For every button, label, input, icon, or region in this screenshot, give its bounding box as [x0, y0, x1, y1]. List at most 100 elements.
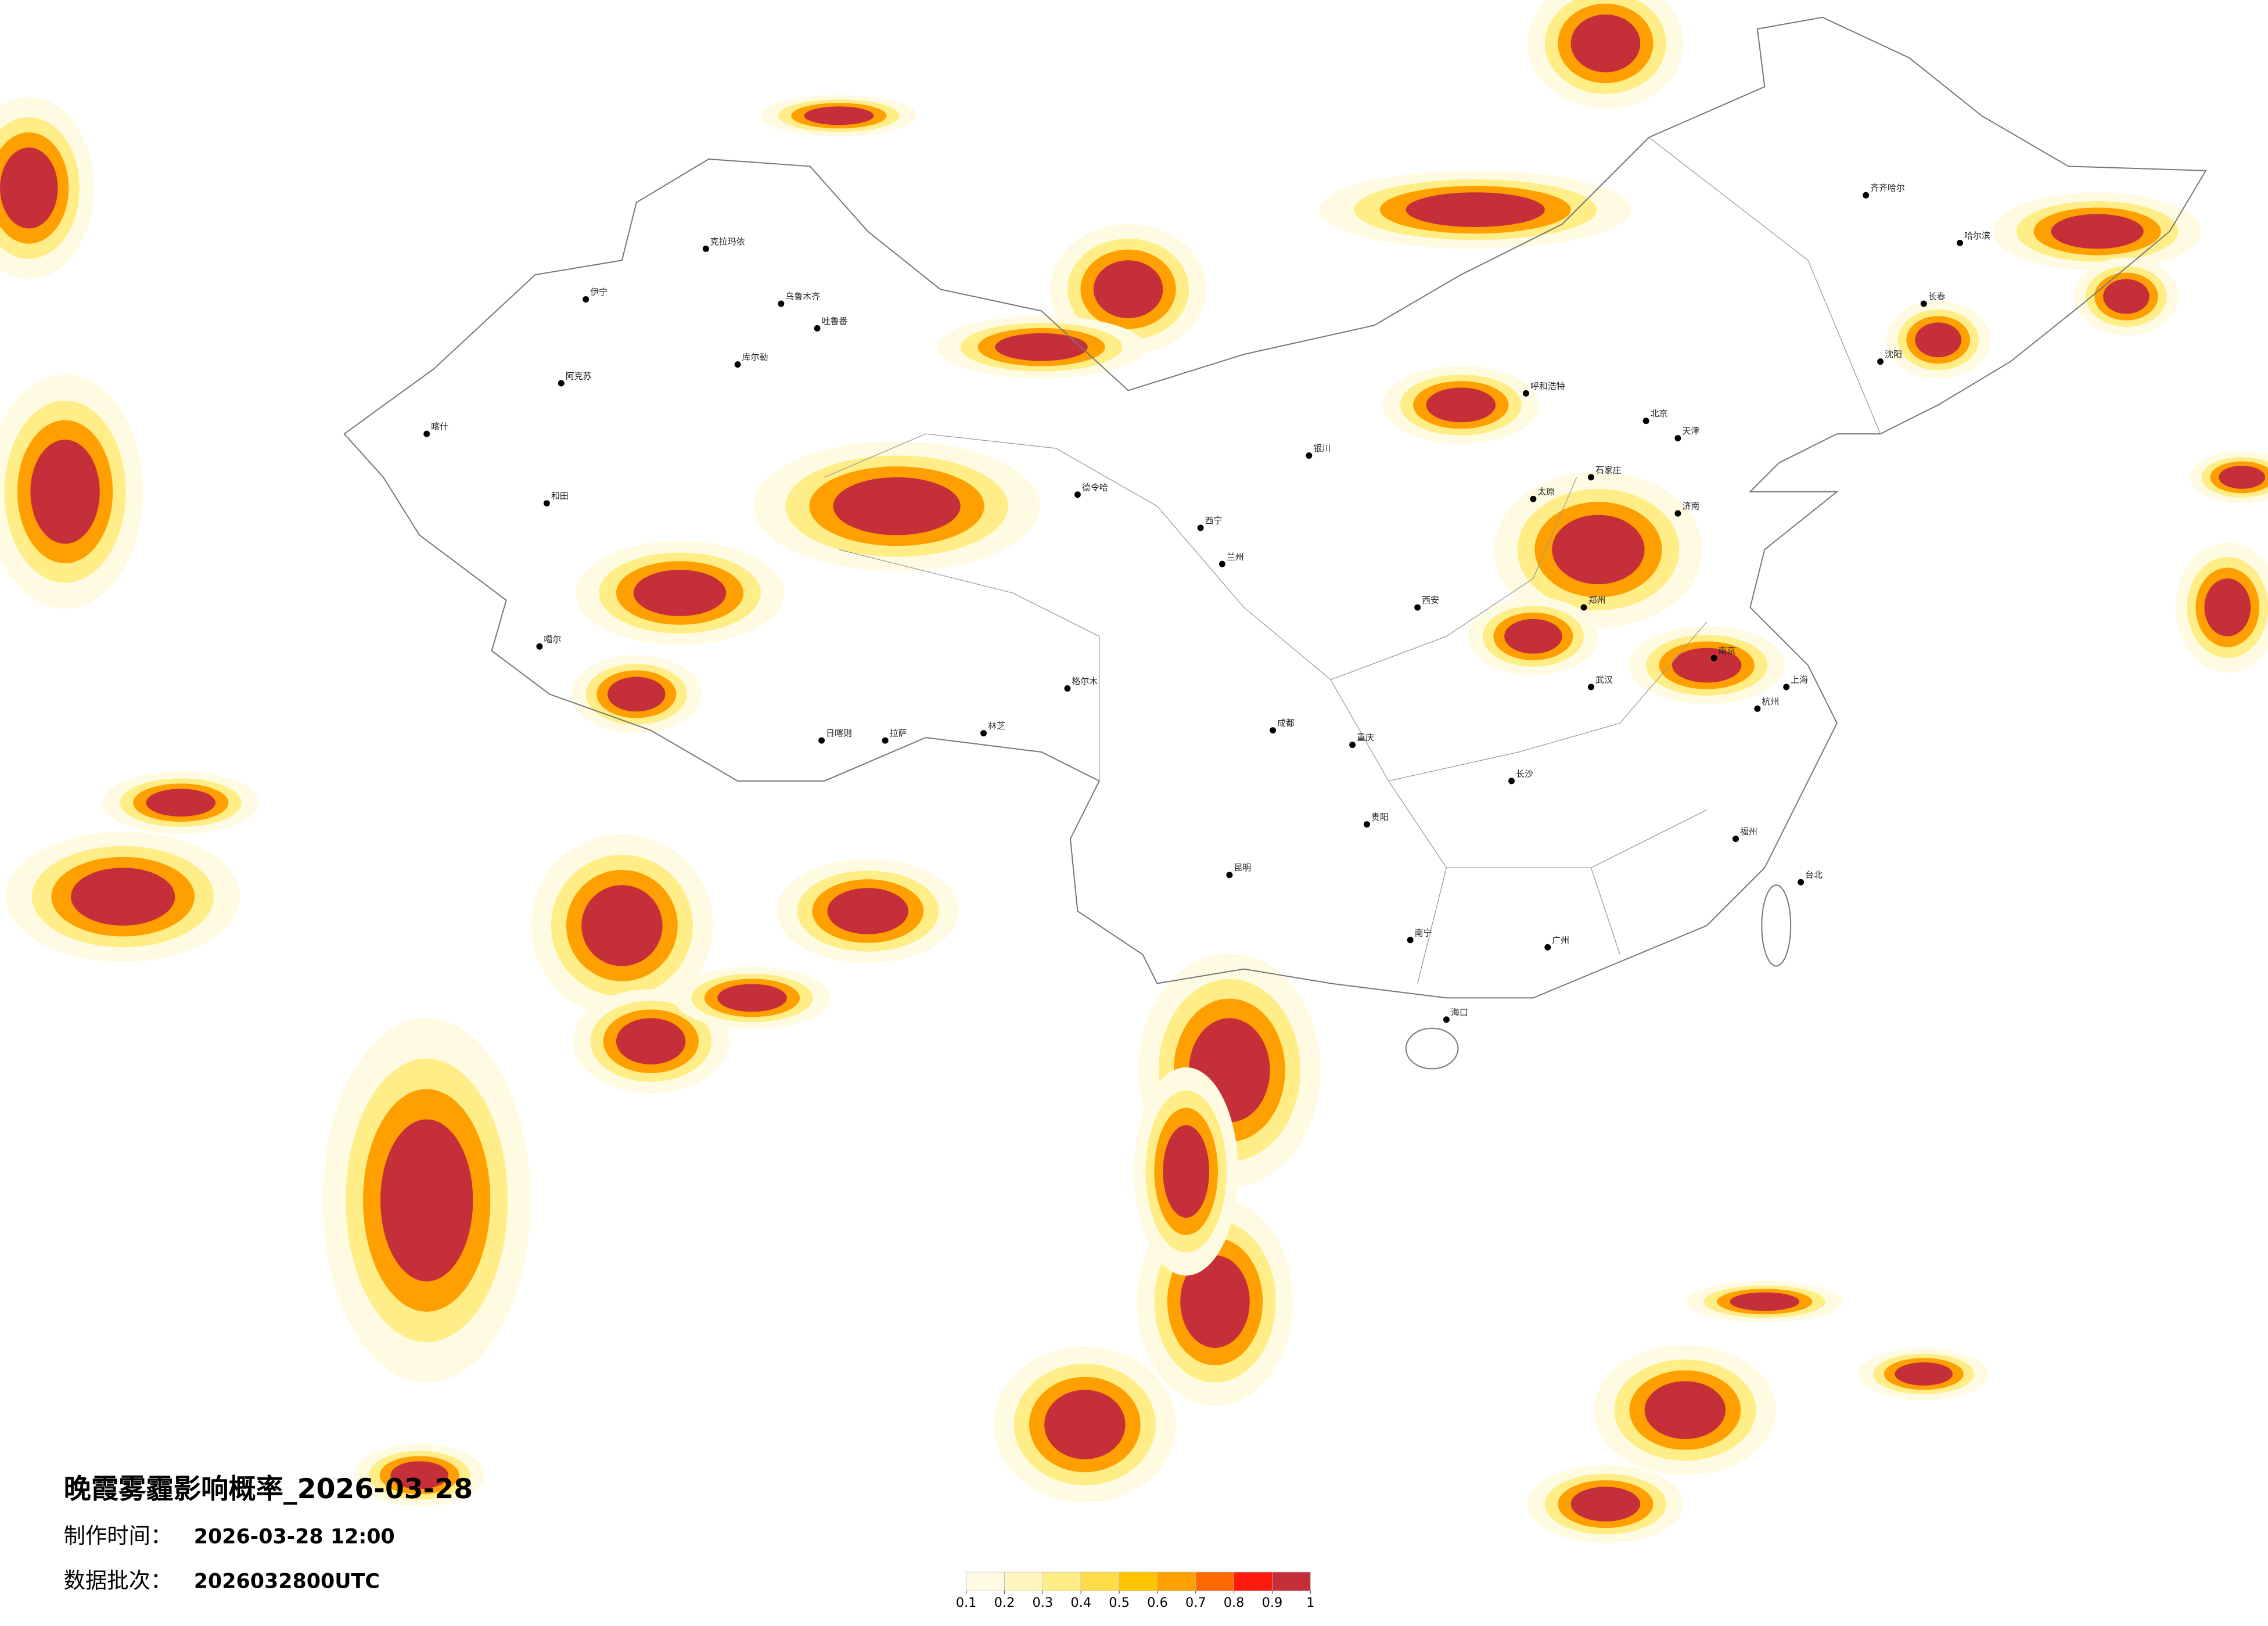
- city-label: 伊宁: [590, 287, 608, 297]
- colorbar-label: 0.8: [1224, 1595, 1245, 1610]
- colorbar-cell: [1042, 1571, 1081, 1591]
- haze: [717, 984, 787, 1012]
- province-lines: [824, 137, 1881, 984]
- city-dot: [1363, 821, 1370, 828]
- made-label: 制作时间：: [64, 1523, 172, 1548]
- city-dot: [1674, 510, 1681, 517]
- haze: [2204, 578, 2251, 636]
- colorbar-label: 0.5: [1109, 1595, 1130, 1610]
- city-dot: [1270, 727, 1277, 734]
- haze: [1895, 1362, 1953, 1386]
- city-dot: [1798, 879, 1805, 886]
- city-dot: [1754, 705, 1761, 712]
- city-label: 库尔勒: [742, 352, 768, 362]
- city-label: 喀什: [431, 422, 448, 432]
- haze: [1672, 647, 1742, 683]
- city-dot: [1710, 654, 1717, 661]
- city-label: 兰州: [1227, 552, 1244, 562]
- city-label: 克拉玛依: [710, 236, 745, 247]
- city-dot: [1064, 685, 1071, 692]
- city-label: 天津: [1682, 426, 1699, 436]
- city-label: 昆明: [1234, 862, 1251, 873]
- city-dot: [1957, 239, 1964, 246]
- haze: [581, 885, 663, 966]
- colorbar-cell: [1004, 1571, 1043, 1591]
- city-label: 上海: [1791, 674, 1808, 685]
- city-label: 南京: [1719, 646, 1736, 656]
- haze: [633, 570, 727, 616]
- city-label: 林芝: [988, 721, 1005, 731]
- city-dot: [818, 737, 825, 744]
- city-label: 福州: [1740, 826, 1757, 837]
- haze: [380, 1119, 473, 1282]
- colorbar-label: 1: [1306, 1595, 1314, 1610]
- batch-label: 数据批次：: [64, 1567, 172, 1593]
- city-dot: [1306, 452, 1313, 459]
- haze: [2051, 214, 2144, 249]
- city-dot: [1508, 778, 1515, 785]
- city-label: 沈阳: [1885, 349, 1902, 359]
- haze: [30, 440, 100, 544]
- city-label: 贵阳: [1371, 812, 1389, 822]
- colorbar-cell: [1234, 1571, 1273, 1591]
- city-label: 海口: [1451, 1007, 1468, 1017]
- city-dot: [1674, 435, 1681, 442]
- haze: [1730, 1292, 1800, 1311]
- city-label: 日喀则: [826, 728, 852, 739]
- city-dot: [980, 730, 987, 737]
- haze: [1163, 1125, 1210, 1218]
- city-label: 和田: [551, 491, 569, 501]
- city-label: 西安: [1422, 595, 1439, 606]
- city-dot: [536, 643, 543, 650]
- city-label: 台北: [1805, 870, 1823, 880]
- taiwan-outline: [1761, 884, 1792, 967]
- city-dot: [1349, 742, 1356, 749]
- haze: [1504, 618, 1562, 654]
- city-dot: [882, 737, 889, 744]
- haze: [833, 477, 961, 535]
- haze: [2103, 279, 2150, 314]
- haze: [1406, 192, 1545, 228]
- city-label: 噶尔: [544, 634, 561, 645]
- colorbar-cell: [966, 1571, 1005, 1591]
- haze: [1044, 1390, 1126, 1459]
- colorbar-cell: [1119, 1571, 1158, 1591]
- haze: [804, 106, 874, 125]
- title: 晚霞雾霾影响概率_2026-03-28: [64, 1473, 473, 1505]
- haze: [1426, 387, 1496, 423]
- city-dot: [1587, 474, 1594, 481]
- city-label: 石家庄: [1595, 465, 1622, 475]
- city-label: 格尔木: [1072, 676, 1098, 686]
- city-label: 拉萨: [890, 728, 907, 739]
- haze: [1180, 1255, 1250, 1348]
- colorbar-label: 0.9: [1262, 1595, 1283, 1610]
- city-label: 德令哈: [1082, 482, 1108, 492]
- haze: [2219, 465, 2266, 489]
- colorbar-cell: [1157, 1571, 1196, 1591]
- city-dot: [1219, 560, 1225, 567]
- colorbar-cell: [1195, 1571, 1234, 1591]
- city-dot: [558, 380, 565, 387]
- city-dot: [814, 325, 821, 332]
- city-label: 郑州: [1588, 595, 1605, 606]
- colorbar-cell: [1272, 1571, 1311, 1591]
- city-label: 重庆: [1357, 732, 1374, 743]
- haze: [1570, 14, 1641, 73]
- city-dot: [1920, 300, 1927, 307]
- colorbar: 0.1 0.2 0.3 0.4 0.5 0.6 0.7 0.8 0.9 1: [956, 1571, 1314, 1610]
- city-label: 太原: [1537, 487, 1555, 497]
- city-dot: [702, 245, 709, 252]
- city-dot: [1587, 684, 1594, 690]
- city-label: 长春: [1928, 292, 1946, 302]
- haze: [390, 1461, 449, 1490]
- batch-value: 2026032800UTC: [194, 1570, 380, 1593]
- haze: [71, 868, 175, 926]
- city-dot: [1522, 390, 1529, 397]
- city-dot: [1733, 835, 1739, 842]
- city-label: 哈尔滨: [1964, 231, 1990, 241]
- city-label: 武汉: [1595, 674, 1613, 685]
- city-label: 广州: [1552, 935, 1569, 945]
